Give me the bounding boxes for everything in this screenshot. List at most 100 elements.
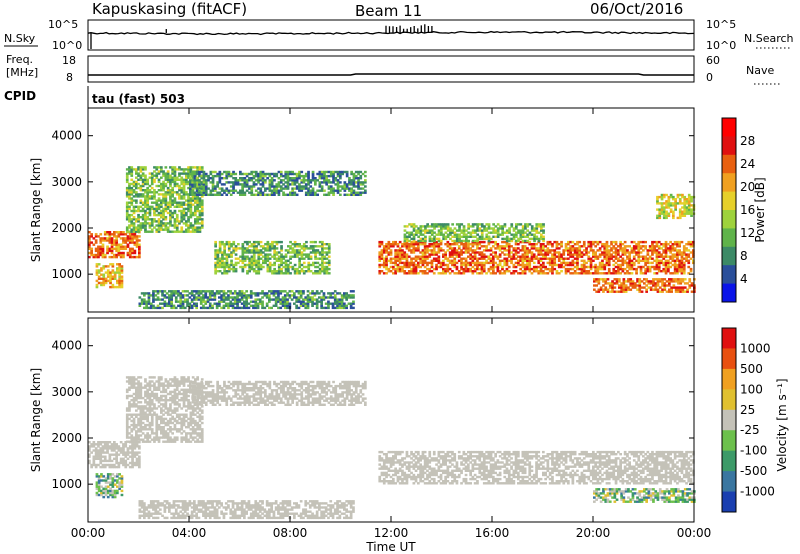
echo-cell	[99, 453, 103, 456]
echo-cell	[103, 465, 107, 469]
echo-cell	[403, 237, 407, 241]
echo-cell	[275, 187, 279, 190]
echo-cell	[131, 251, 134, 255]
echo-cell	[352, 290, 355, 293]
colorbar-tick-label: 4	[740, 272, 748, 286]
echo-cell	[444, 243, 447, 246]
echo-cell	[180, 205, 184, 208]
echo-cell	[273, 185, 276, 188]
echo-cell	[494, 261, 497, 265]
echo-cell	[359, 187, 363, 190]
echo-cell	[352, 189, 356, 192]
echo-cell	[97, 271, 101, 274]
echo-cell	[155, 191, 159, 194]
echo-cell	[323, 257, 326, 260]
echo-cell	[218, 270, 222, 273]
echo-cell	[138, 255, 141, 259]
echo-cell	[458, 225, 461, 228]
echo-cell	[639, 267, 643, 271]
echo-cell	[623, 249, 627, 252]
echo-cell	[94, 247, 98, 250]
echo-cell	[423, 245, 427, 248]
echo-cell	[680, 253, 684, 256]
echo-cell	[130, 174, 134, 177]
echo-cell	[685, 249, 688, 252]
echo-cell	[678, 198, 682, 201]
echo-cell	[261, 306, 264, 310]
echo-cell	[248, 185, 251, 188]
echo-cell	[578, 267, 582, 271]
echo-cell	[448, 251, 452, 254]
echo-cell	[198, 181, 201, 184]
echo-cell	[517, 243, 520, 246]
freq-label: Freq.	[6, 53, 33, 66]
echo-cell	[239, 170, 242, 174]
echo-cell	[503, 245, 507, 248]
echo-cell	[401, 251, 404, 254]
echo-cell	[160, 209, 163, 213]
echo-cell	[150, 172, 154, 175]
echo-cell	[130, 220, 134, 223]
echo-cell	[605, 259, 609, 262]
echo-cell	[120, 271, 124, 274]
echo-cell	[348, 183, 351, 186]
echo-cell	[245, 189, 249, 192]
echo-cell	[535, 255, 538, 258]
echo-cell	[256, 306, 260, 310]
echo-cell	[519, 249, 522, 252]
echo-cell	[325, 177, 328, 180]
echo-cell	[182, 222, 186, 225]
echo-cell	[196, 201, 199, 204]
echo-cell	[178, 172, 181, 175]
echo-cell	[135, 184, 138, 188]
echo-cell	[133, 233, 137, 236]
echo-cell	[564, 270, 568, 273]
echo-cell	[195, 304, 198, 307]
echo-cell	[482, 255, 486, 258]
echo-cell	[102, 279, 106, 283]
echo-cell	[503, 225, 507, 228]
echo-cell	[405, 272, 409, 275]
echo-cell	[532, 245, 536, 248]
echo-cell	[396, 265, 400, 269]
echo-cell	[139, 193, 143, 196]
echo-cell	[316, 245, 320, 248]
echo-cell	[446, 229, 450, 232]
echo-cell	[264, 247, 267, 250]
echo-cell	[651, 257, 654, 260]
echo-cell	[99, 455, 103, 458]
echo-cell	[642, 245, 645, 248]
echo-cell	[494, 253, 497, 256]
echo-cell	[169, 203, 172, 206]
echo-cell	[266, 193, 269, 196]
echo-cell	[208, 302, 212, 305]
echo-cell	[189, 172, 192, 176]
echo-cell	[632, 249, 636, 252]
echo-cell	[385, 257, 388, 260]
echo-cell	[115, 455, 118, 458]
echo-cell	[432, 249, 436, 252]
echo-cell	[246, 270, 249, 273]
echo-cell	[315, 302, 319, 305]
echo-cell	[612, 270, 616, 273]
echo-cell	[681, 278, 685, 281]
echo-cell	[248, 187, 251, 190]
echo-cell	[119, 457, 123, 460]
echo-cell	[596, 249, 600, 252]
echo-cell	[403, 253, 407, 256]
echo-cell	[162, 216, 165, 219]
echo-cell	[453, 261, 457, 265]
echo-cell	[108, 463, 112, 467]
echo-cell	[535, 223, 539, 226]
echo-cell	[216, 185, 219, 188]
echo-cell	[687, 210, 691, 213]
echo-cell	[657, 247, 661, 250]
echo-cell	[302, 261, 306, 265]
echo-cell	[196, 197, 199, 200]
echo-cell	[349, 294, 353, 297]
echo-cell	[458, 229, 461, 232]
echo-cell	[245, 294, 248, 297]
echo-cell	[282, 265, 286, 269]
echo-cell	[645, 284, 648, 287]
echo-cell	[357, 170, 360, 174]
